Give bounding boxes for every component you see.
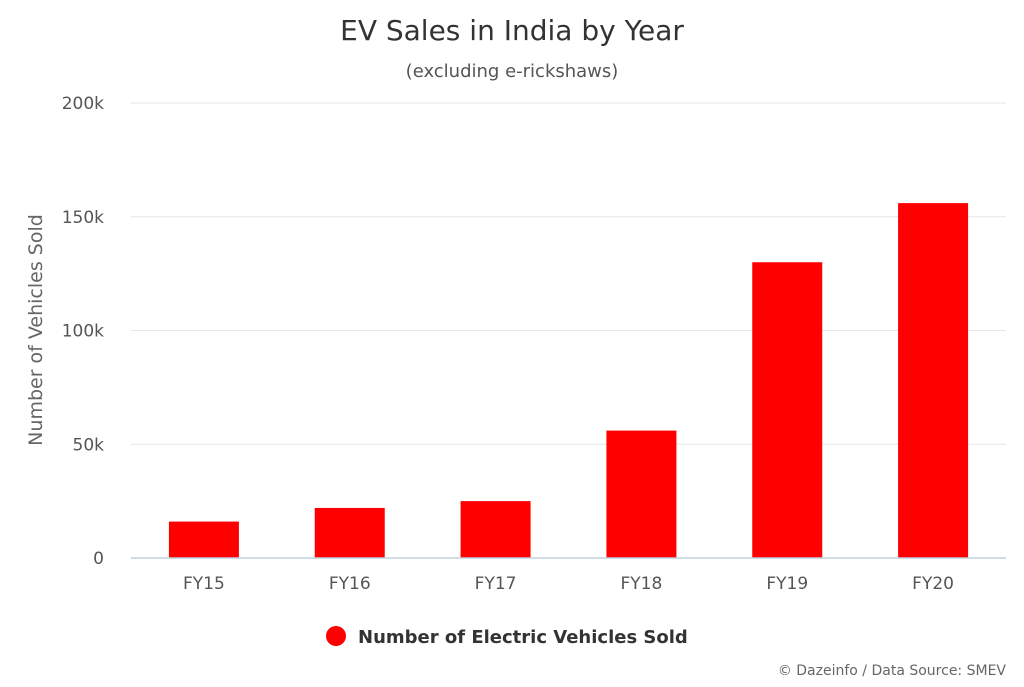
y-tick-label: 0 [93,549,104,569]
chart-subtitle: (excluding e-rickshaws) [406,61,619,82]
x-tick-label: FY15 [183,574,225,594]
y-axis-label: Number of Vehicles Sold [25,214,47,446]
x-tick-label: FY17 [475,574,517,594]
x-tick-label: FY18 [621,574,663,594]
y-axis-ticks: 0 50k 100k 150k 200k [62,94,104,569]
legend-marker [326,626,346,646]
bar-fy15[interactable] [168,521,239,558]
x-tick-label: FY19 [766,574,808,594]
chart-title: EV Sales in India by Year [340,14,684,47]
y-tick-label: 50k [73,435,105,455]
legend-label: Number of Electric Vehicles Sold [358,627,688,648]
legend[interactable]: Number of Electric Vehicles Sold [326,626,688,648]
x-axis-ticks: FY15 FY16 FY17 FY18 FY19 FY20 [183,574,954,594]
bar-fy19[interactable] [752,262,823,558]
bar-fy17[interactable] [460,501,531,558]
bar-fy20[interactable] [898,203,969,558]
x-tick-label: FY20 [912,574,954,594]
y-tick-label: 200k [62,94,104,114]
y-tick-label: 100k [62,322,104,342]
x-tick-label: FY16 [329,574,371,594]
gridlines [131,102,1006,445]
credit-text: © Dazeinfo / Data Source: SMEV [778,663,1007,679]
bar-fy18[interactable] [606,430,677,558]
bars [168,203,969,558]
y-tick-label: 150k [62,208,104,228]
bar-fy16[interactable] [314,507,385,558]
